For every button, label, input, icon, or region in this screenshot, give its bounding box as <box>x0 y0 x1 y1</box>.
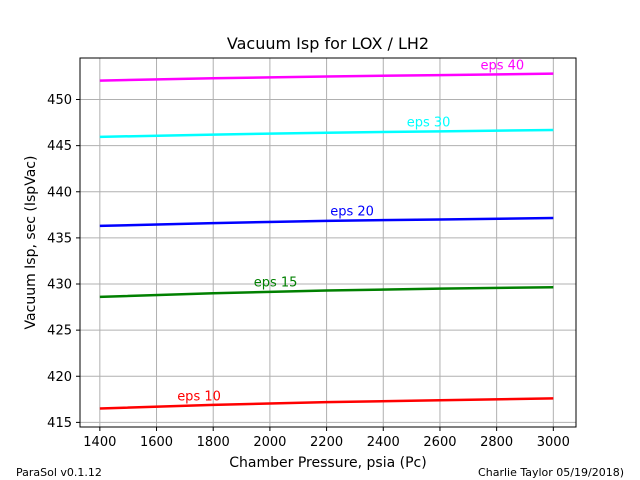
series-label-eps-20: eps 20 <box>330 205 374 220</box>
x-axis-label: Chamber Pressure, psia (Pc) <box>229 455 426 471</box>
grid-lines <box>80 58 576 427</box>
series-line-eps-30 <box>99 128 554 139</box>
x-tick-label: 1600 <box>140 435 173 450</box>
y-tick-label: 440 <box>47 185 72 200</box>
x-tick-label: 2200 <box>310 435 343 450</box>
plot-frame <box>79 57 577 428</box>
y-tick-label: 435 <box>47 231 72 246</box>
y-tick-label: 425 <box>47 324 72 339</box>
x-tick-label: 1800 <box>197 435 230 450</box>
x-tick-label: 2000 <box>253 435 286 450</box>
series-labels: eps 10 eps 15 eps 20 eps 30 eps 40 <box>177 58 524 404</box>
series-lines <box>99 72 554 410</box>
series-line-eps-20 <box>99 216 554 228</box>
footer-version: ParaSol v0.1.12 <box>16 466 102 479</box>
x-tick-label: 2400 <box>367 435 400 450</box>
series-line-eps-10 <box>99 397 554 410</box>
series-line-eps-40 <box>99 72 554 82</box>
footer-author: Charlie Taylor 05/19/2018) <box>478 466 624 479</box>
x-tick-label: 3000 <box>537 435 570 450</box>
y-tick-label: 450 <box>47 93 72 108</box>
y-tick-label: 420 <box>47 370 72 385</box>
series-label-eps-30: eps 30 <box>407 115 451 130</box>
y-axis-label: Vacuum Isp, sec (IspVac) <box>23 156 39 330</box>
series-label-eps-15: eps 15 <box>254 276 298 291</box>
x-tick-label: 2600 <box>423 435 456 450</box>
series-line-eps-15 <box>99 285 554 299</box>
series-label-eps-10: eps 10 <box>177 389 221 404</box>
chart-title: Vacuum Isp for LOX / LH2 <box>227 34 429 53</box>
x-tick-label: 2800 <box>480 435 513 450</box>
x-tick-label: 1400 <box>83 435 116 450</box>
y-tick-label: 430 <box>47 278 72 293</box>
y-tick-label: 445 <box>47 139 72 154</box>
series-label-eps-40: eps 40 <box>480 58 524 73</box>
y-tick-label: 415 <box>47 416 72 431</box>
y-ticks: 415 420 425 430 435 440 445 450 <box>47 93 80 431</box>
x-ticks: 1400 1600 1800 2000 2200 2400 2600 2800 3000 <box>83 427 570 450</box>
